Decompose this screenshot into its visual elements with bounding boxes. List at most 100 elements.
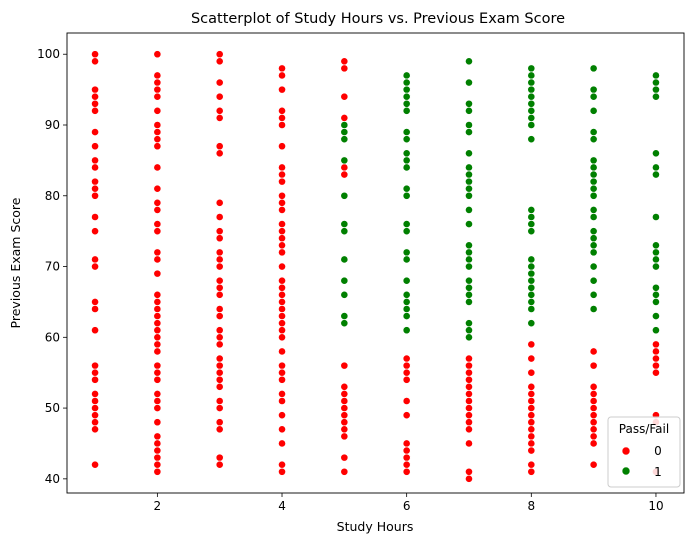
data-point-series-0 xyxy=(340,453,349,462)
data-point-series-1 xyxy=(402,227,411,236)
data-point-series-0 xyxy=(153,375,162,384)
data-point-series-0 xyxy=(91,460,99,469)
data-point-series-0 xyxy=(215,368,224,377)
data-point-series-0 xyxy=(153,255,162,264)
data-point-series-1 xyxy=(465,99,473,108)
data-point-series-0 xyxy=(402,460,411,469)
data-point-series-0 xyxy=(153,290,162,299)
data-point-series-0 xyxy=(91,92,99,101)
data-point-series-1 xyxy=(465,163,473,172)
data-point-series-0 xyxy=(589,390,598,398)
data-point-series-0 xyxy=(465,375,473,384)
data-point-series-0 xyxy=(215,305,224,313)
data-point-series-0 xyxy=(91,425,99,434)
data-point-series-1 xyxy=(465,276,473,285)
data-point-series-1 xyxy=(340,227,349,236)
data-point-series-0 xyxy=(215,78,224,87)
data-point-series-0 xyxy=(91,227,99,236)
data-point-series-1 xyxy=(402,135,411,144)
data-point-series-0 xyxy=(215,290,224,299)
data-point-series-0 xyxy=(215,418,224,427)
y-tick-label: 40 xyxy=(45,472,60,486)
data-point-series-0 xyxy=(153,390,162,398)
data-point-series-1 xyxy=(402,184,411,193)
data-point-series-0 xyxy=(215,375,224,384)
data-point-series-1 xyxy=(652,241,660,250)
data-point-series-0 xyxy=(91,156,99,165)
data-point-series-1 xyxy=(527,206,536,214)
data-point-series-0 xyxy=(589,404,598,412)
data-point-series-0 xyxy=(215,213,224,221)
data-point-series-0 xyxy=(91,375,99,384)
data-point-series-0 xyxy=(91,262,99,271)
data-point-series-0 xyxy=(340,57,349,66)
data-point-series-0 xyxy=(465,411,473,420)
data-point-series-0 xyxy=(589,439,598,448)
data-point-series-0 xyxy=(278,390,286,398)
data-point-series-0 xyxy=(340,404,349,412)
data-point-series-1 xyxy=(465,177,473,186)
data-point-series-0 xyxy=(340,467,349,476)
data-point-series-0 xyxy=(215,397,224,405)
data-point-series-1 xyxy=(402,92,411,101)
data-point-series-1 xyxy=(402,312,411,320)
data-point-series-1 xyxy=(465,220,473,228)
data-point-series-0 xyxy=(465,354,473,363)
data-point-series-0 xyxy=(153,298,162,306)
data-point-series-1 xyxy=(465,184,473,193)
data-point-series-0 xyxy=(215,262,224,271)
data-point-series-0 xyxy=(402,439,411,448)
data-point-series-0 xyxy=(153,163,162,172)
data-point-series-0 xyxy=(465,390,473,398)
data-point-series-0 xyxy=(153,128,162,136)
data-point-series-1 xyxy=(402,255,411,264)
data-point-series-0 xyxy=(465,467,473,476)
data-point-series-0 xyxy=(215,142,224,151)
data-point-series-0 xyxy=(215,333,224,342)
data-point-series-0 xyxy=(153,184,162,193)
data-point-series-0 xyxy=(527,354,536,363)
data-point-series-0 xyxy=(215,326,224,335)
data-point-series-0 xyxy=(91,177,99,186)
x-tick-label: 6 xyxy=(403,499,411,513)
data-point-series-0 xyxy=(402,375,411,384)
data-point-series-1 xyxy=(652,149,660,158)
data-point-series-1 xyxy=(589,184,598,193)
data-point-series-0 xyxy=(527,368,536,377)
data-point-series-1 xyxy=(402,128,411,136)
data-point-series-0 xyxy=(153,312,162,320)
data-point-series-0 xyxy=(340,418,349,427)
data-point-series-0 xyxy=(278,262,286,271)
data-point-series-0 xyxy=(91,191,99,200)
data-point-series-0 xyxy=(278,333,286,342)
data-point-series-0 xyxy=(153,361,162,370)
y-tick-label: 70 xyxy=(45,260,60,274)
data-point-series-1 xyxy=(465,106,473,115)
data-point-series-0 xyxy=(278,326,286,335)
data-point-series-1 xyxy=(589,92,598,101)
data-point-series-1 xyxy=(652,283,660,292)
data-point-series-1 xyxy=(527,99,536,108)
y-axis-label: Previous Exam Score xyxy=(8,197,23,328)
x-tick-label: 4 xyxy=(278,499,286,513)
y-axis-ticks: 40 50 60 70 80 90 100 xyxy=(37,47,67,486)
data-point-series-1 xyxy=(589,177,598,186)
data-point-series-0 xyxy=(153,326,162,335)
plot-frame xyxy=(66,32,685,494)
data-point-series-0 xyxy=(527,404,536,412)
data-point-series-0 xyxy=(340,163,349,172)
data-point-series-0 xyxy=(153,453,162,462)
data-point-series-1 xyxy=(527,114,536,122)
data-point-series-1 xyxy=(589,85,598,94)
data-point-series-1 xyxy=(465,283,473,292)
data-point-series-1 xyxy=(652,213,660,221)
data-point-series-1 xyxy=(589,262,598,271)
data-point-series-0 xyxy=(153,220,162,228)
y-tick-label: 100 xyxy=(37,47,60,61)
data-point-series-1 xyxy=(527,255,536,264)
data-point-series-0 xyxy=(91,128,99,136)
data-point-series-0 xyxy=(278,121,286,129)
data-point-series-0 xyxy=(278,276,286,285)
data-point-series-1 xyxy=(465,191,473,200)
data-point-series-0 xyxy=(527,446,536,455)
